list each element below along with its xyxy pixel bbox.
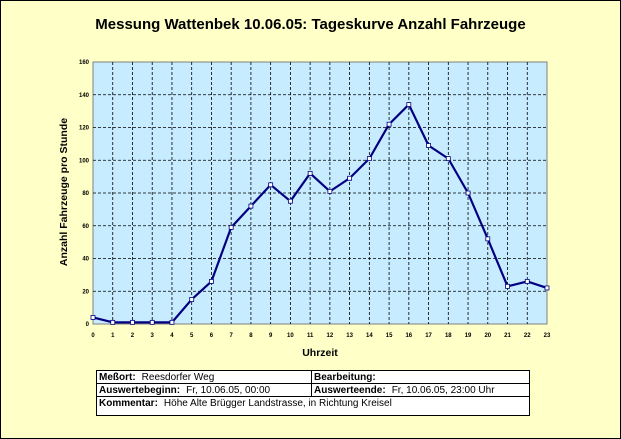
x-tick-label: 21 <box>504 333 511 339</box>
info-messort: Meßort: Reesdorfer Weg <box>97 371 312 384</box>
data-point <box>426 143 431 148</box>
data-point <box>386 121 392 127</box>
data-point <box>228 224 234 230</box>
x-tick-label: 13 <box>346 333 353 339</box>
y-axis-ticks: 0 20 40 60 80 100 120 140 160 <box>79 60 90 328</box>
data-point <box>110 319 116 325</box>
x-tick-label: 4 <box>170 333 174 339</box>
x-tick-label: 22 <box>524 333 531 339</box>
data-point <box>90 315 96 320</box>
messort-value: Reesdorfer Weg <box>141 372 215 383</box>
x-tick-label: 16 <box>405 333 412 339</box>
data-point <box>287 198 293 204</box>
x-tick-label: 14 <box>366 333 373 339</box>
kommentar-label: Kommentar: <box>99 398 158 409</box>
series-layer <box>90 102 550 325</box>
grid-lines <box>93 62 547 324</box>
x-tick-label: 5 <box>190 333 194 339</box>
info-kommentar: Kommentar: Höhe Alte Brügger Landstrasse,… <box>97 397 529 415</box>
data-point <box>307 170 313 176</box>
y-tick-label: 0 <box>86 322 90 328</box>
data-point <box>485 236 491 242</box>
chart-title: Messung Wattenbek 10.06.05: Tageskurve A… <box>95 16 526 33</box>
auswerteende-value: Fr, 10.06.05, 23:00 Uhr <box>391 385 495 396</box>
info-bearbeitung: Bearbeitung: <box>312 371 529 384</box>
kommentar-value: Höhe Alte Brügger Landstrasse, in Richtu… <box>163 398 392 409</box>
x-tick-label: 23 <box>544 333 551 339</box>
x-tick-label: 7 <box>230 333 234 339</box>
info-table: Meßort: Reesdorfer Weg Bearbeitung: Auswe… <box>96 370 530 416</box>
x-tick-label: 3 <box>151 333 155 339</box>
x-tick-label: 12 <box>327 333 334 339</box>
info-auswertebeginn: Auswertebeginn: Fr, 10.06.05, 00:00 <box>97 384 312 397</box>
y-tick-label: 40 <box>82 257 89 263</box>
auswerteende-label: Auswerteende: <box>314 385 386 396</box>
data-point <box>366 156 372 162</box>
auswertebeginn-value: Fr, 10.06.05, 00:00 <box>186 385 271 396</box>
data-point <box>248 203 254 209</box>
y-tick-label: 160 <box>79 60 90 66</box>
data-point <box>544 285 550 291</box>
series-line <box>92 103 548 324</box>
data-point <box>130 319 135 325</box>
y-tick-label: 80 <box>82 191 89 197</box>
y-axis-label-text: Anzahl Fahrzeuge pro Stunde <box>58 117 70 267</box>
data-point <box>149 319 155 325</box>
x-tick-label: 19 <box>465 333 472 339</box>
x-tick-label: 15 <box>386 333 393 339</box>
auswertebeginn-label: Auswertebeginn: <box>99 385 181 396</box>
data-point <box>347 175 353 181</box>
data-point <box>445 156 451 162</box>
x-tick-label: 17 <box>425 333 432 339</box>
x-axis-label: Uhrzeit <box>302 347 338 359</box>
x-tick-label: 8 <box>249 333 253 339</box>
x-tick-label: 11 <box>307 333 314 339</box>
y-tick-label: 120 <box>79 126 90 132</box>
data-point <box>169 319 175 325</box>
data-point <box>209 279 214 284</box>
data-point <box>524 279 530 284</box>
x-tick-label: 0 <box>91 333 95 339</box>
x-tick-label: 2 <box>131 333 135 339</box>
y-tick-label: 60 <box>82 224 89 230</box>
x-tick-label: 20 <box>484 333 491 339</box>
data-point <box>189 297 195 302</box>
y-tick-label: 20 <box>82 289 89 295</box>
messort-label: Meßort: <box>99 372 136 383</box>
bearbeitung-label: Bearbeitung: <box>314 372 376 383</box>
data-point <box>268 182 274 188</box>
y-tick-label: 100 <box>79 158 90 164</box>
x-tick-label: 18 <box>445 333 452 339</box>
data-point <box>465 190 471 196</box>
data-point <box>505 283 510 289</box>
y-tick-label: 140 <box>79 93 90 99</box>
x-tick-label: 10 <box>287 333 294 339</box>
data-point <box>327 188 333 194</box>
x-axis-ticks: 0 1 2 3 4 5 6 7 8 9 10 11 12 13 14 15 16 17 18 19 20 21 22 23 <box>91 333 551 339</box>
x-tick-label: 9 <box>269 333 273 339</box>
data-point <box>406 102 412 107</box>
x-tick-label: 1 <box>111 333 115 339</box>
info-auswerteende: Auswerteende: Fr, 10.06.05, 23:00 Uhr <box>312 384 529 397</box>
x-tick-label: 6 <box>210 333 214 339</box>
